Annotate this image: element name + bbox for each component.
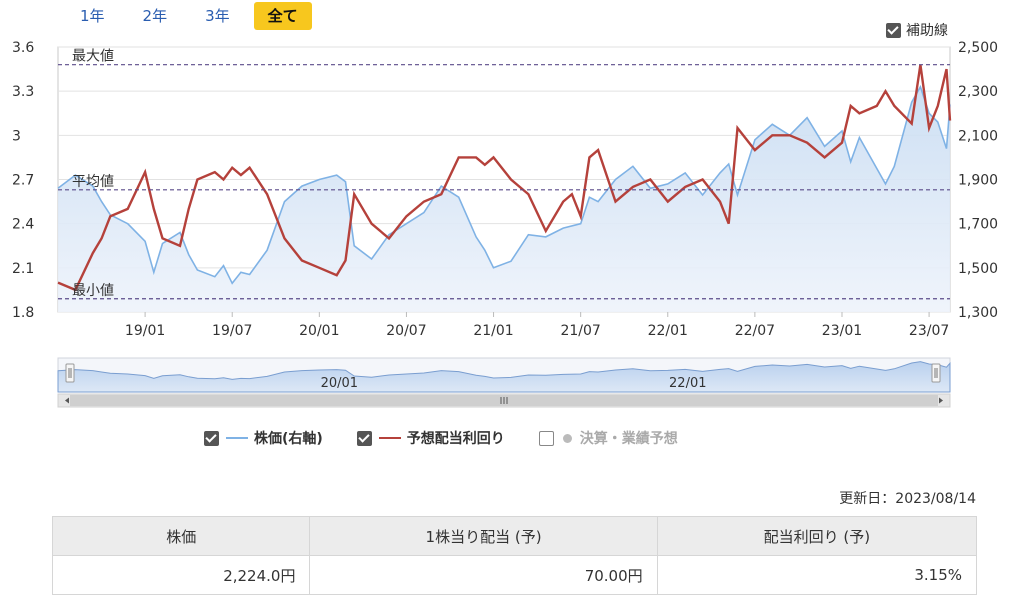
scroll-right-icon [939, 397, 943, 404]
right-tick-label: 2,100 [958, 128, 998, 144]
x-tick-label: 19/01 [125, 323, 165, 339]
right-tick-label: 1,900 [958, 173, 998, 189]
right-tick-label: 2,500 [958, 40, 998, 56]
summary-value-price: 2,224.0円 [51, 555, 311, 595]
navigator-right-handle[interactable] [931, 363, 941, 383]
updated-date: 更新日：2023/08/14 [839, 491, 976, 507]
legend-earnings[interactable]: 決算・業績予想 [538, 428, 678, 448]
x-tick-label: 21/01 [473, 323, 513, 339]
legend-yield-swatch [378, 437, 401, 439]
legend-price-checkbox[interactable] [204, 430, 219, 446]
summary-value-dividend: 70.00円 [309, 555, 658, 595]
reference-line-label: 最大値 [72, 49, 114, 65]
reference-line-label: 最小値 [72, 283, 114, 299]
left-tick-label: 3.6 [12, 40, 34, 56]
scroll-left-icon [65, 397, 69, 404]
summary-header-yield: 配当利回り (予) [656, 516, 978, 556]
tab-1y[interactable]: 1年 [80, 7, 105, 25]
x-tick-label: 23/07 [909, 323, 949, 339]
aux-lines-toggle[interactable]: 補助線 [886, 20, 948, 40]
left-tick-label: 1.8 [12, 305, 34, 321]
right-tick-label: 1,700 [958, 217, 998, 233]
x-tick-label: 22/07 [735, 323, 775, 339]
aux-lines-checkbox[interactable] [886, 22, 901, 38]
left-tick-label: 3 [12, 128, 21, 144]
tab-3y[interactable]: 3年 [205, 7, 230, 25]
aux-lines-label: 補助線 [906, 23, 948, 39]
navigator-label: 20/01 [321, 376, 358, 391]
left-tick-label: 3.3 [12, 84, 34, 100]
summary-value-row: 2,224.0円 70.00円 3.15% [51, 555, 978, 595]
x-tick-label: 22/01 [648, 323, 688, 339]
chart-legend: 株価(右軸) 予想配当利回り 決算・業績予想 [204, 428, 712, 448]
summary-header-row: 株価 1株当り配当 (予) 配当利回り (予) [51, 516, 978, 556]
reference-line-label: 平均値 [72, 174, 114, 190]
x-tick-label: 21/07 [560, 323, 600, 339]
summary-table: 株価 1株当り配当 (予) 配当利回り (予) 2,224.0円 70.00円 … [51, 516, 978, 595]
yield-line [57, 64, 952, 292]
tab-2y[interactable]: 2年 [142, 7, 168, 25]
tab-all[interactable]: 全て [253, 2, 312, 30]
price-area [58, 86, 950, 312]
legend-earnings-checkbox[interactable] [538, 430, 554, 446]
legend-yield[interactable]: 予想配当利回り [356, 428, 505, 448]
left-tick-label: 2.1 [12, 261, 34, 277]
summary-header-price: 株価 [51, 516, 311, 556]
navigator-series [57, 361, 951, 393]
navigator-left-handle[interactable] [65, 363, 75, 383]
x-tick-label: 19/07 [212, 323, 252, 339]
right-tick-label: 1,300 [958, 305, 998, 321]
left-tick-label: 2.7 [12, 173, 34, 189]
legend-price-label: 株価(右軸) [254, 431, 323, 447]
legend-yield-checkbox[interactable] [356, 430, 372, 446]
legend-earnings-dot-icon [562, 433, 572, 443]
dividend-yield-chart: 1.8 1,300 2.1 1,500 2.4 1,700 2.7 1,900 3 2,100 3.… [12, 40, 998, 408]
right-tick-label: 2,300 [958, 84, 998, 100]
legend-price[interactable]: 株価(右軸) [204, 428, 323, 448]
legend-yield-label: 予想配当利回り [406, 431, 505, 447]
navigator-label: 22/01 [669, 376, 706, 391]
left-tick-label: 2.4 [12, 217, 34, 233]
legend-price-swatch [226, 437, 248, 439]
x-tick-label: 20/07 [386, 323, 426, 339]
x-tick-label: 23/01 [822, 323, 862, 339]
legend-earnings-label: 決算・業績予想 [579, 431, 678, 447]
summary-value-yield: 3.15% [656, 555, 978, 595]
x-tick-label: 20/01 [299, 323, 339, 339]
summary-header-dividend: 1株当り配当 (予) [309, 516, 658, 556]
period-tabs: 1年 2年 3年 全て [66, 2, 322, 30]
right-tick-label: 1,500 [958, 261, 998, 277]
